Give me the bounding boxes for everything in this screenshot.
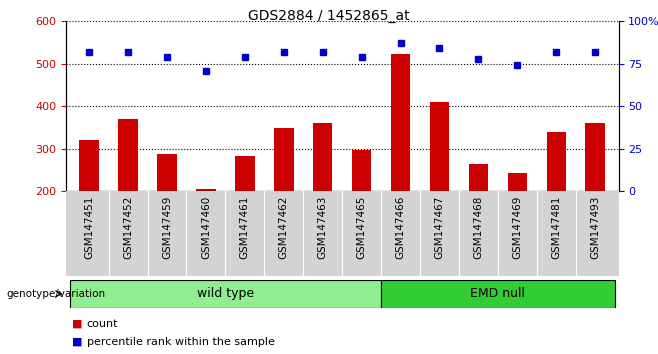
Text: GSM147467: GSM147467 <box>434 195 444 259</box>
Bar <box>381 280 615 308</box>
Text: percentile rank within the sample: percentile rank within the sample <box>87 337 275 347</box>
Bar <box>430 102 449 191</box>
Bar <box>468 164 488 191</box>
Text: GDS2884 / 1452865_at: GDS2884 / 1452865_at <box>248 9 410 23</box>
Text: GSM147462: GSM147462 <box>279 195 289 259</box>
Text: GSM147463: GSM147463 <box>318 195 328 259</box>
Bar <box>352 149 371 191</box>
Text: GSM147465: GSM147465 <box>357 195 367 259</box>
Text: GSM147461: GSM147461 <box>240 195 250 259</box>
Text: ■: ■ <box>72 337 83 347</box>
Text: GSM147460: GSM147460 <box>201 195 211 259</box>
Bar <box>235 156 255 191</box>
Text: ■: ■ <box>72 319 83 329</box>
Bar <box>586 123 605 191</box>
Bar <box>196 189 216 191</box>
Bar <box>274 128 293 191</box>
Text: GSM147481: GSM147481 <box>551 195 561 259</box>
Text: count: count <box>87 319 118 329</box>
Text: GSM147459: GSM147459 <box>162 195 172 259</box>
Text: genotype/variation: genotype/variation <box>7 289 106 299</box>
Text: GSM147468: GSM147468 <box>473 195 484 259</box>
Bar <box>70 280 381 308</box>
Bar <box>507 173 527 191</box>
Text: GSM147469: GSM147469 <box>513 195 522 259</box>
Text: GSM147452: GSM147452 <box>123 195 133 259</box>
Bar <box>547 132 566 191</box>
Bar <box>80 140 99 191</box>
Text: EMD null: EMD null <box>470 287 525 300</box>
Text: wild type: wild type <box>197 287 254 300</box>
Text: GSM147493: GSM147493 <box>590 195 600 259</box>
Bar <box>157 154 177 191</box>
Text: GSM147466: GSM147466 <box>395 195 405 259</box>
Bar <box>118 119 138 191</box>
Bar <box>313 123 332 191</box>
Text: GSM147451: GSM147451 <box>84 195 94 259</box>
Bar <box>391 55 411 191</box>
